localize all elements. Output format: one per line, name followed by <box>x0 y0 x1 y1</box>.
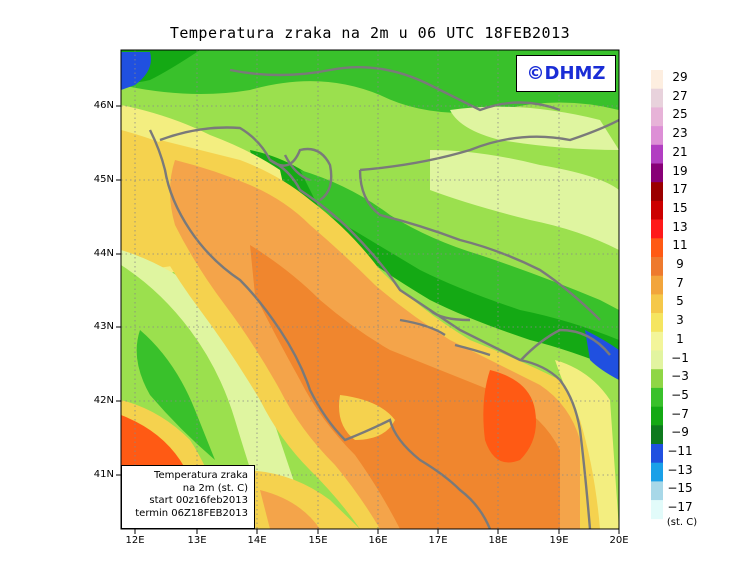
legend-swatch <box>651 406 663 426</box>
legend-swatch <box>651 107 663 127</box>
legend-swatch <box>651 126 663 146</box>
info-line-1: Temperatura zraka <box>154 470 248 481</box>
lon-label-14e: 14E <box>247 535 267 546</box>
legend-unit: (st. C) <box>666 517 698 528</box>
legend-swatch <box>651 350 663 370</box>
legend-label: −7 <box>671 406 689 421</box>
lat-label-44n: 44N <box>93 248 114 259</box>
map-field <box>121 50 619 529</box>
axis-ticks <box>116 105 620 534</box>
legend-swatch <box>651 200 663 220</box>
lon-label-17e: 17E <box>428 535 448 546</box>
legend-label: −9 <box>671 425 689 440</box>
info-line-4: termin 06Z18FEB2013 <box>135 507 248 519</box>
legend-label: 21 <box>672 144 688 159</box>
legend-label: 5 <box>676 294 684 309</box>
map-frame <box>120 49 620 530</box>
legend-swatch <box>651 275 663 295</box>
lon-label-15e: 15E <box>308 535 328 546</box>
legend-swatch <box>651 387 663 407</box>
legend-swatch <box>651 294 663 314</box>
coastlines <box>148 65 619 529</box>
legend-swatch <box>651 369 663 389</box>
legend-label: 29 <box>672 70 688 84</box>
lon-label-16e: 16E <box>368 535 388 546</box>
legend-swatch <box>651 88 663 108</box>
lat-label-46n: 46N <box>93 100 114 111</box>
graticule <box>121 50 619 529</box>
legend-swatch <box>651 70 663 89</box>
lon-label-20e: 20E <box>609 535 629 546</box>
legend-swatch <box>651 219 663 239</box>
legend-swatch <box>651 163 663 183</box>
lon-label-19e: 19E <box>549 535 569 546</box>
legend-swatch <box>651 500 663 520</box>
lat-label-42n: 42N <box>93 395 114 406</box>
info-line-2: na 2m (st. C) <box>182 482 248 494</box>
lon-label-18e: 18E <box>488 535 508 546</box>
legend-label: 13 <box>672 219 688 234</box>
legend-swatch <box>651 238 663 258</box>
lat-label-43n: 43N <box>93 321 114 332</box>
legend-label: 11 <box>672 238 688 253</box>
legend-label: 19 <box>672 163 688 178</box>
legend-label: 7 <box>676 275 684 290</box>
legend-swatch <box>651 425 663 445</box>
legend-swatch <box>651 331 663 351</box>
legend-swatch <box>651 144 663 164</box>
legend-swatch <box>651 313 663 333</box>
copyright-label: ©DHMZ <box>516 55 616 92</box>
legend-label: 27 <box>672 88 688 103</box>
legend-label: 17 <box>672 182 688 197</box>
legend-swatch <box>651 257 663 276</box>
legend-label: −13 <box>667 462 693 477</box>
info-box: Temperatura zraka na 2m (st. C) start 00… <box>121 465 255 529</box>
legend-swatch <box>651 481 663 501</box>
legend-swatch <box>651 444 663 463</box>
lat-label-45n: 45N <box>93 174 114 185</box>
legend-label: 25 <box>672 107 688 122</box>
legend-label: 3 <box>676 313 684 328</box>
legend-label: −5 <box>671 387 689 402</box>
legend-label: −15 <box>667 481 693 496</box>
legend-swatch <box>651 182 663 202</box>
legend-label: 9 <box>676 257 684 271</box>
legend-label: −3 <box>671 369 689 384</box>
legend-label: 1 <box>676 331 684 346</box>
legend-label: −17 <box>667 500 693 515</box>
map-title: Temperatura zraka na 2m u 06 UTC 18FEB20… <box>169 24 571 42</box>
legend-swatch <box>651 462 663 482</box>
lon-label-13e: 13E <box>187 535 207 546</box>
legend-label: −11 <box>667 444 693 458</box>
lon-label-12e: 12E <box>125 535 145 546</box>
legend-label: −1 <box>671 350 689 365</box>
legend-colorbar <box>651 70 663 520</box>
info-line-3: start 00z16feb2013 <box>149 495 248 506</box>
lat-label-41n: 41N <box>93 469 114 480</box>
legend-label: 15 <box>672 200 688 215</box>
legend-label: 23 <box>672 126 688 141</box>
